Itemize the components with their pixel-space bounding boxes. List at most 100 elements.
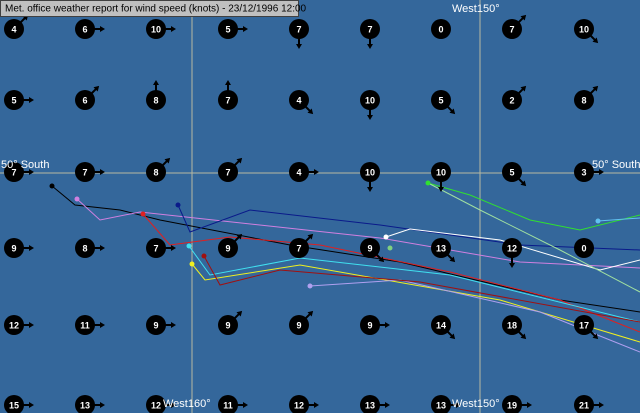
- arrow-head: [592, 85, 599, 92]
- boat: [140, 211, 146, 217]
- wind-speed: 2: [509, 96, 514, 106]
- station-dot: [431, 395, 451, 413]
- arrow-head: [29, 402, 34, 408]
- wind-station: 12: [289, 395, 319, 413]
- station-dot: [75, 19, 95, 39]
- wind-speed: 19: [507, 401, 517, 411]
- arrow-head: [385, 402, 390, 408]
- wind-speed: 9: [367, 321, 372, 331]
- wind-station: 9: [4, 238, 34, 258]
- station-dot: [431, 90, 451, 110]
- wind-speed: 10: [365, 168, 375, 178]
- wind-speed: 11: [80, 321, 90, 331]
- wind-station: 2: [502, 85, 527, 110]
- station-dot: [502, 90, 522, 110]
- arrow-head: [456, 402, 461, 408]
- wind-speed: 7: [225, 168, 230, 178]
- track: [177, 204, 640, 251]
- wind-speed: 13: [365, 401, 375, 411]
- wind-station: 11: [218, 395, 248, 413]
- boat: [189, 261, 195, 267]
- arrow-head: [171, 322, 176, 328]
- wind-station: 18: [502, 315, 527, 340]
- wind-speed: 3: [581, 168, 586, 178]
- boat: [201, 253, 207, 259]
- station-dot: [502, 238, 522, 258]
- wind-speed: 10: [579, 25, 589, 35]
- wind-speed: 9: [225, 244, 230, 254]
- station-dot: [4, 395, 24, 413]
- station-dot: [218, 162, 238, 182]
- wind-station: 7: [289, 233, 314, 258]
- arrow-head: [520, 14, 527, 21]
- station-dot: [4, 19, 24, 39]
- stations: 4 6 10 5 7 7 0 7 10 5 6 8 7 4 10 5 2 8 7 7 8 7 4 10 10 5 3 9 8 7 9 7 9 13…: [4, 14, 604, 413]
- station-dot: [431, 315, 451, 335]
- track: [597, 217, 640, 222]
- station-dot: [574, 162, 594, 182]
- wind-speed: 4: [11, 25, 16, 35]
- wind-speed: 12: [507, 244, 517, 254]
- wind-station: 5: [218, 19, 248, 39]
- station-dot: [502, 315, 522, 335]
- parallel-label: 50° South: [1, 159, 49, 171]
- wind-speed: 18: [507, 321, 517, 331]
- wind-speed: 15: [9, 401, 19, 411]
- wind-station: 7: [4, 162, 34, 182]
- arrow-head: [527, 402, 532, 408]
- arrow-head: [100, 402, 105, 408]
- arrow-head: [171, 26, 176, 32]
- station-dot: [75, 315, 95, 335]
- station-dot: [218, 315, 238, 335]
- boat: [425, 180, 431, 186]
- arrow-head: [29, 322, 34, 328]
- station-dot: [574, 315, 594, 335]
- arrow-head: [449, 256, 456, 263]
- meridian-label: West150°: [452, 398, 500, 410]
- meridian-label: West160°: [163, 398, 211, 410]
- wind-station: 9: [289, 310, 314, 335]
- wind-station: 9: [360, 315, 390, 335]
- station-dot: [75, 90, 95, 110]
- meridian-label: West150°: [452, 3, 500, 15]
- boat: [383, 234, 389, 240]
- track: [385, 228, 640, 271]
- station-dot: [146, 315, 166, 335]
- wind-station: 7: [360, 19, 380, 49]
- wind-station: 7: [146, 238, 176, 258]
- wind-station: 13: [431, 395, 461, 413]
- title-box: [0, 0, 299, 17]
- wind-station: 9: [218, 310, 243, 335]
- arrow-head: [164, 157, 171, 164]
- boat: [387, 245, 393, 251]
- arrow-head: [307, 108, 314, 115]
- station-dot: [218, 395, 238, 413]
- wind-speed: 9: [296, 321, 301, 331]
- wind-speed: 10: [151, 25, 161, 35]
- wind-speed: 5: [509, 168, 514, 178]
- wind-station: 4: [289, 162, 319, 182]
- arrow-head: [367, 115, 373, 120]
- arrow-head: [449, 108, 456, 115]
- boat: [595, 218, 601, 224]
- station-dot: [360, 162, 380, 182]
- wind-station: 7: [75, 162, 105, 182]
- wind-station: 13: [75, 395, 105, 413]
- wind-station: 12: [4, 315, 34, 335]
- boat: [186, 243, 192, 249]
- wind-station: 10: [360, 90, 380, 120]
- wind-station: 5: [431, 90, 456, 115]
- boat: [74, 196, 80, 202]
- wind-speed: 9: [367, 244, 372, 254]
- arrow-head: [171, 402, 176, 408]
- wind-speed: 6: [82, 96, 87, 106]
- station-dot: [431, 162, 451, 182]
- wind-speed: 0: [438, 25, 443, 35]
- wind-speed: 7: [509, 25, 514, 35]
- station-dot: [218, 238, 238, 258]
- wind-station: 17: [574, 315, 599, 340]
- track: [191, 263, 640, 343]
- station-dot: [146, 19, 166, 39]
- wind-speed: 6: [82, 25, 87, 35]
